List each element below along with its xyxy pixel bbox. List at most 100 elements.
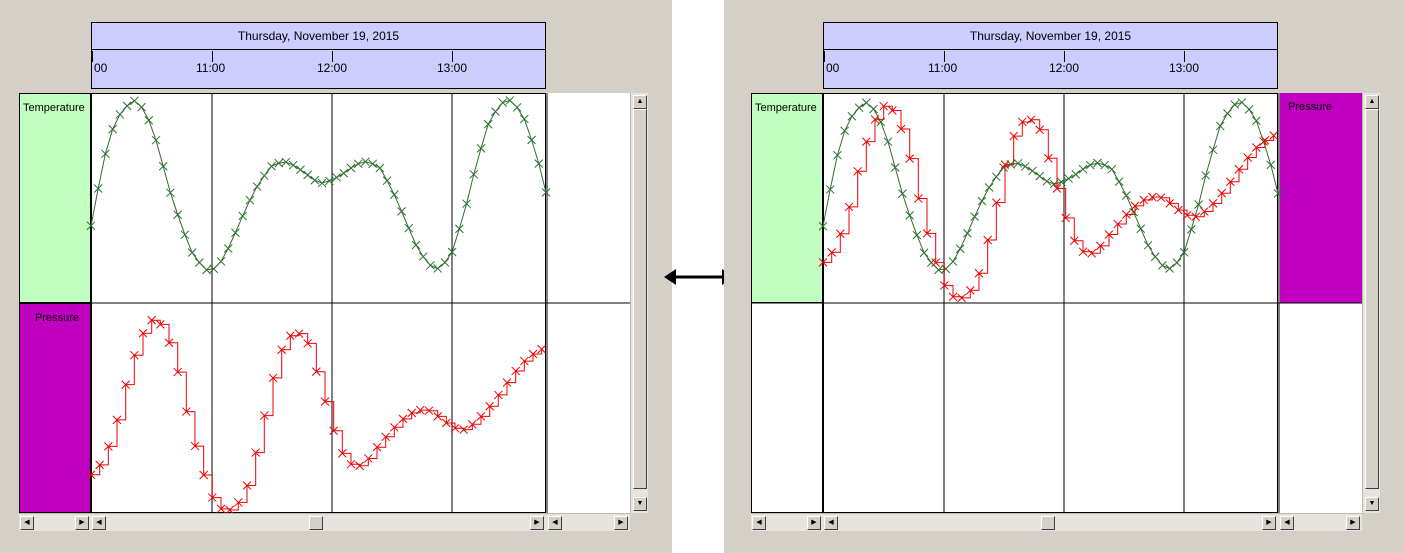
data-point: [1165, 264, 1175, 273]
data-point: [1035, 171, 1045, 181]
data-point: [1234, 164, 1244, 174]
track-label-scrollbar[interactable]: ◀ ▶: [751, 513, 823, 531]
data-point: [1095, 241, 1105, 251]
data-point: [389, 190, 399, 199]
data-point: [223, 244, 233, 253]
right-track-scrollbar[interactable]: ◀ ▶: [1278, 513, 1362, 531]
scroll-right-button[interactable]: ▶: [75, 516, 89, 530]
scroll-left-button[interactable]: ◀: [824, 516, 838, 530]
data-point: [296, 165, 305, 175]
data-point: [818, 258, 828, 267]
scroll-thumb[interactable]: [309, 516, 323, 530]
temperature-track-label[interactable]: Temperature: [751, 93, 823, 303]
data-point: [1172, 258, 1182, 267]
scroll-down-button[interactable]: ▼: [633, 497, 647, 511]
data-point: [404, 223, 414, 233]
scroll-left-button[interactable]: ◀: [548, 516, 562, 530]
data-point: [1173, 205, 1183, 215]
pressure-track-label[interactable]: Pressure: [19, 303, 91, 513]
scroll-down-button[interactable]: ▼: [1365, 497, 1379, 511]
scroll-right-button[interactable]: ▶: [614, 516, 628, 530]
scroll-left-button[interactable]: ◀: [1280, 516, 1294, 530]
data-point: [896, 124, 906, 134]
time-axis-header: Thursday, November 19, 2015: [823, 22, 1278, 89]
scroll-right-button[interactable]: ▶: [530, 516, 544, 530]
data-point: [905, 211, 915, 220]
date-label: Thursday, November 19, 2015: [969, 29, 1132, 43]
data-point: [965, 285, 975, 295]
tick-mark: [824, 51, 825, 62]
data-point: [948, 257, 958, 266]
data-point: [332, 173, 341, 182]
scroll-up-button[interactable]: ▲: [1365, 95, 1379, 109]
data-point: [202, 265, 211, 275]
scroll-right-button[interactable]: ▶: [807, 516, 821, 530]
data-point: [433, 411, 443, 421]
data-point: [303, 339, 313, 348]
scroll-left-button[interactable]: ◀: [20, 516, 34, 530]
data-point: [1130, 201, 1140, 211]
data-point: [1113, 219, 1123, 229]
tick-mark: [332, 51, 333, 62]
scroll-thumb[interactable]: [1041, 516, 1055, 530]
data-point: [225, 505, 235, 515]
tick-mark: [92, 51, 93, 62]
pressure-track-name: Pressure: [34, 312, 79, 324]
data-point: [277, 345, 287, 355]
data-point: [963, 228, 972, 238]
tick-mark: [452, 51, 453, 62]
temperature-track-label[interactable]: Temperature: [19, 93, 91, 303]
data-point: [840, 126, 850, 136]
scroll-left-button[interactable]: ◀: [752, 516, 766, 530]
time-scrollbar[interactable]: ◀ ▶: [91, 513, 546, 531]
pressure-track-label[interactable]: Pressure: [1280, 93, 1362, 303]
right-track-scrollbar[interactable]: ◀ ▶: [546, 513, 630, 531]
data-point: [825, 185, 835, 194]
data-point: [259, 171, 269, 181]
data-point: [1150, 252, 1160, 262]
data-point: [467, 419, 477, 429]
scroll-right-button[interactable]: ▶: [1346, 516, 1360, 530]
tick-label: 12:00: [317, 61, 348, 75]
vertical-scrollbar[interactable]: ▲ ▼: [630, 93, 648, 513]
data-point: [983, 235, 993, 245]
data-point: [1186, 225, 1196, 234]
data-point: [381, 432, 391, 442]
track-label-scrollbar[interactable]: ◀ ▶: [19, 513, 91, 531]
scroll-thumb[interactable]: [633, 109, 647, 489]
left-chart-panel: Thursday, November 19, 2015 00 11:00 12:…: [0, 0, 672, 553]
data-point: [317, 178, 327, 188]
data-point: [519, 356, 529, 366]
data-point: [233, 498, 243, 507]
data-point: [361, 157, 370, 167]
data-point: [155, 320, 165, 329]
scroll-thumb[interactable]: [1365, 109, 1379, 489]
data-point: [245, 195, 255, 205]
data-point: [415, 405, 425, 415]
data-point: [320, 397, 330, 406]
data-point: [905, 154, 915, 163]
tick-label: 11:00: [928, 61, 958, 75]
scroll-up-button[interactable]: ▲: [633, 95, 647, 109]
data-point: [166, 188, 175, 198]
vertical-scrollbar[interactable]: ▲ ▼: [1362, 93, 1380, 513]
data-point: [534, 159, 544, 168]
data-point: [519, 114, 529, 124]
data-point: [1078, 164, 1088, 174]
data-point: [1182, 210, 1192, 220]
data-point: [833, 150, 842, 160]
temperature-line: [90, 99, 547, 271]
time-scrollbar[interactable]: ◀ ▶: [823, 513, 1278, 531]
scroll-left-button[interactable]: ◀: [92, 516, 106, 530]
data-point: [1244, 104, 1254, 114]
data-point: [288, 160, 298, 170]
data-point: [441, 418, 451, 428]
data-point: [231, 228, 240, 238]
data-point: [112, 415, 122, 425]
data-point: [1056, 177, 1066, 187]
temperature-track-name: Temperature: [23, 102, 85, 114]
data-point: [1028, 166, 1037, 176]
scroll-right-button[interactable]: ▶: [1262, 516, 1276, 530]
data-point: [883, 137, 893, 147]
data-point: [207, 493, 217, 502]
